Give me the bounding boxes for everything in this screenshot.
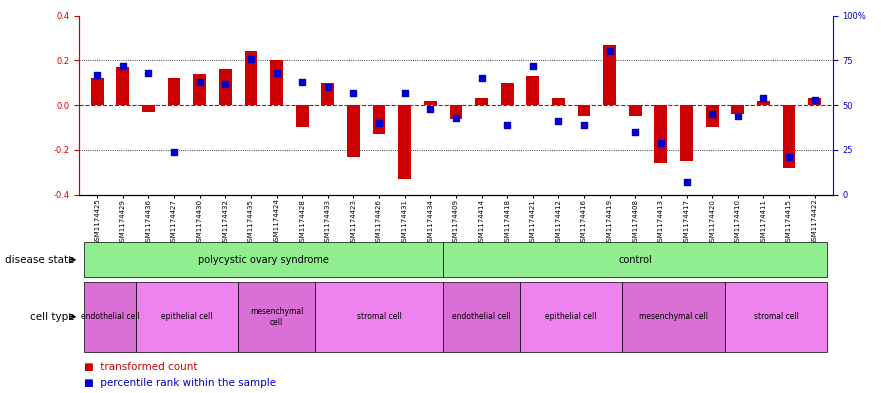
Bar xyxy=(193,74,206,105)
Text: mesenchymal cell: mesenchymal cell xyxy=(640,312,708,321)
Point xyxy=(654,140,668,146)
Point xyxy=(782,154,796,160)
Bar xyxy=(347,105,359,156)
Text: control: control xyxy=(618,255,652,265)
Point xyxy=(270,70,284,76)
Point xyxy=(244,55,258,62)
Bar xyxy=(757,101,770,105)
Point xyxy=(705,111,719,117)
Point xyxy=(295,79,309,85)
Point xyxy=(167,149,181,155)
Bar xyxy=(603,45,616,105)
Text: cell type: cell type xyxy=(30,312,75,322)
Point xyxy=(218,81,233,87)
Bar xyxy=(245,51,257,105)
Text: endothelial cell: endothelial cell xyxy=(81,312,139,321)
Bar xyxy=(475,98,488,105)
Bar xyxy=(424,101,437,105)
Text: polycystic ovary syndrome: polycystic ovary syndrome xyxy=(198,255,329,265)
Point xyxy=(321,84,335,90)
Bar xyxy=(373,105,386,134)
Point xyxy=(679,179,693,185)
Point xyxy=(808,97,822,103)
Text: epithelial cell: epithelial cell xyxy=(161,312,212,321)
Point xyxy=(142,70,156,76)
Bar xyxy=(91,78,104,105)
Text: stromal cell: stromal cell xyxy=(754,312,798,321)
Bar xyxy=(142,105,155,112)
Point xyxy=(193,79,207,85)
Bar xyxy=(526,76,539,105)
Bar xyxy=(322,83,334,105)
Text: ■  percentile rank within the sample: ■ percentile rank within the sample xyxy=(84,378,276,388)
Bar xyxy=(167,78,181,105)
Point xyxy=(346,90,360,96)
Point xyxy=(552,118,566,124)
Bar xyxy=(449,105,463,119)
Text: epithelial cell: epithelial cell xyxy=(545,312,597,321)
Bar xyxy=(731,105,744,114)
Point xyxy=(628,129,642,135)
Bar xyxy=(578,105,590,116)
Point xyxy=(90,72,104,78)
Point xyxy=(500,122,515,128)
Bar xyxy=(808,98,821,105)
Text: endothelial cell: endothelial cell xyxy=(452,312,511,321)
Bar xyxy=(270,61,283,105)
Bar xyxy=(398,105,411,179)
Point xyxy=(423,106,437,112)
Text: ■  transformed count: ■ transformed count xyxy=(84,362,197,373)
Point xyxy=(448,114,463,121)
Bar xyxy=(680,105,693,161)
Bar xyxy=(500,83,514,105)
Bar xyxy=(706,105,719,127)
Bar xyxy=(116,67,130,105)
Bar xyxy=(629,105,641,116)
Point xyxy=(526,62,540,69)
Bar xyxy=(218,69,232,105)
Point xyxy=(372,120,386,126)
Bar xyxy=(296,105,308,127)
Point xyxy=(756,95,770,101)
Bar xyxy=(552,98,565,105)
Text: disease state: disease state xyxy=(5,255,75,265)
Point xyxy=(115,62,130,69)
Text: mesenchymal
cell: mesenchymal cell xyxy=(250,307,303,327)
Point xyxy=(475,75,489,81)
Text: stromal cell: stromal cell xyxy=(357,312,402,321)
Bar xyxy=(782,105,796,168)
Point xyxy=(397,90,411,96)
Point xyxy=(730,113,744,119)
Point xyxy=(603,48,617,55)
Point xyxy=(577,122,591,128)
Bar xyxy=(655,105,667,163)
